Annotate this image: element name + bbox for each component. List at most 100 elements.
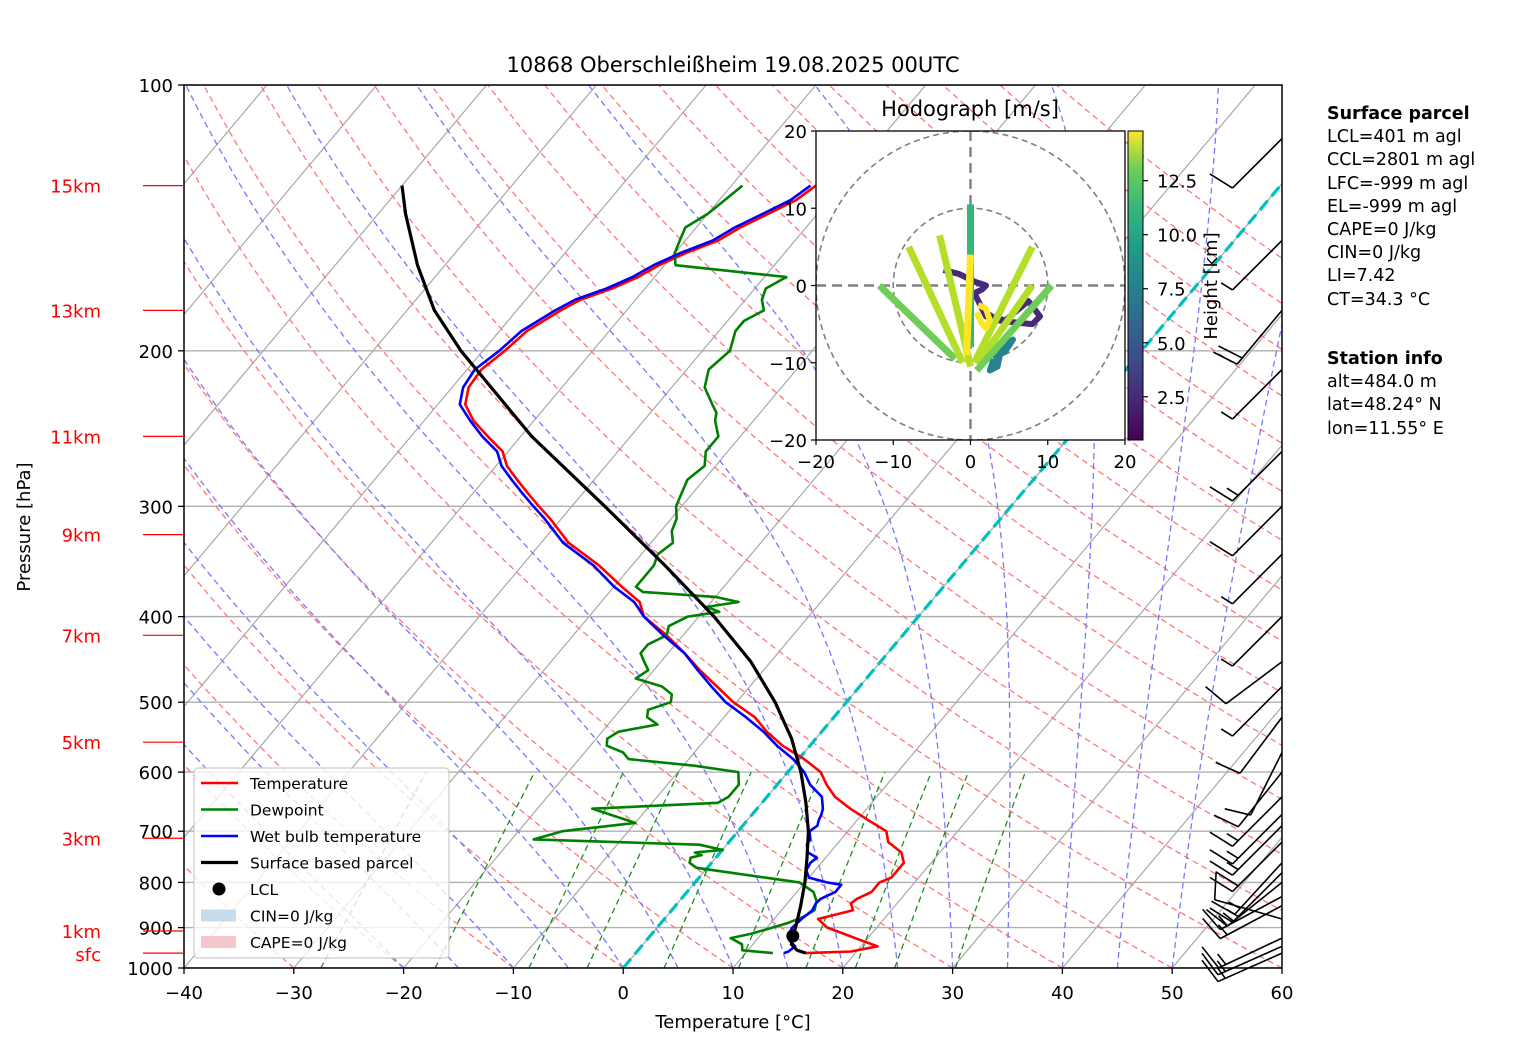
mixing-ratio-line <box>586 771 680 968</box>
barb-flag <box>1209 540 1233 557</box>
barb-half <box>1220 728 1233 737</box>
barb-flag <box>1201 959 1219 983</box>
wind-barb <box>1220 685 1283 737</box>
isotherm <box>184 85 597 577</box>
x-tick-label: 50 <box>1161 983 1184 1004</box>
info-lcl: LCL=401 m agl <box>1327 127 1462 148</box>
mixing-ratio-line <box>854 771 933 968</box>
hodograph: −20 −10 0 10 20 −20 −10 0 10 20 Hodograph [m/s] 2… <box>769 97 1222 473</box>
barb-half <box>1220 658 1233 667</box>
barb-flag <box>1211 900 1236 916</box>
barb-half <box>1226 850 1239 859</box>
info-lat: lat=48.24° N <box>1327 395 1442 416</box>
hodograph-segment <box>905 245 966 365</box>
legend-label: Dewpoint <box>250 802 324 820</box>
barb-staff <box>1219 904 1283 940</box>
y-tick-label: 700 <box>139 822 173 843</box>
y-tick-label: 200 <box>139 342 173 363</box>
x-axis-label: Temperature [°C] <box>654 1012 810 1033</box>
colorbar-tick-label: 5.0 <box>1157 334 1186 355</box>
hodograph-x-tick-label: 10 <box>1036 452 1059 473</box>
hodograph-x-tick-label: −20 <box>797 452 835 473</box>
y-tick-label: 400 <box>139 608 173 629</box>
barb-half <box>1226 832 1239 842</box>
legend-label: Wet bulb temperature <box>250 828 421 846</box>
legend-label: CAPE=0 J/kg <box>250 934 347 952</box>
barb-staff <box>1231 368 1283 420</box>
barb-flag <box>1201 946 1220 969</box>
dry-adiabat <box>203 85 1173 968</box>
x-tick-label: −40 <box>165 983 203 1004</box>
isotherm <box>1061 705 1282 968</box>
barb-flag <box>1209 876 1233 893</box>
mixing-ratio-line <box>737 771 823 968</box>
dry-adiabat <box>316 85 1282 912</box>
moist-adiabat <box>184 541 569 968</box>
isotherm <box>842 444 1282 968</box>
info-ct: CT=34.3 °C <box>1327 289 1431 310</box>
barb-staff <box>1225 661 1283 705</box>
hodograph-y-tick-label: −20 <box>769 431 807 452</box>
isotherm <box>952 574 1282 968</box>
colorbar-tick-label: 12.5 <box>1157 172 1197 193</box>
hodograph-segment <box>876 282 958 362</box>
hodograph-y-tick-label: 20 <box>784 122 807 143</box>
wind-barb <box>1209 813 1283 865</box>
hodograph-y-tick-label: −10 <box>769 354 807 375</box>
y-tick-label: 300 <box>139 497 173 518</box>
wind-barb <box>1213 771 1283 828</box>
moist-adiabat <box>1116 85 1220 968</box>
mixing-ratio-line <box>954 771 1026 968</box>
wind-barb <box>1209 138 1283 189</box>
barb-half <box>1217 924 1228 936</box>
barb-staff <box>1231 685 1283 737</box>
hodograph-segment <box>975 283 1036 365</box>
y-tick-label: 800 <box>139 873 173 894</box>
legend-label: Surface based parcel <box>250 855 413 873</box>
info-cin: CIN=0 J/kg <box>1327 243 1422 264</box>
height-label: 15km <box>50 177 101 198</box>
wind-barbs <box>1201 138 1283 983</box>
height-label: sfc <box>75 945 101 966</box>
barb-half <box>1226 861 1239 871</box>
x-tick-label: 40 <box>1051 983 1074 1004</box>
station-info-heading: Station info <box>1327 349 1443 369</box>
barb-staff <box>1237 771 1283 828</box>
height-label: 7km <box>62 626 101 647</box>
dry-adiabat <box>184 154 1063 968</box>
barb-flag <box>1224 808 1251 816</box>
hodograph-x-tick-label: 20 <box>1114 452 1137 473</box>
legend: Temperature Dewpoint Wet bulb temperature S… <box>193 767 450 959</box>
barb-half <box>1220 596 1233 605</box>
y-axis: 100 200 300 400 500 600 700 800 900 1000 <box>127 76 184 980</box>
legend-label: LCL <box>250 881 278 899</box>
legend-box <box>193 767 450 959</box>
barb-staff <box>1231 505 1283 557</box>
barb-staff <box>1249 752 1283 816</box>
chart-title: 10868 Oberschleißheim 19.08.2025 00UTC <box>507 53 960 77</box>
barb-staff <box>1231 553 1283 605</box>
x-tick-label: 10 <box>722 983 745 1004</box>
x-tick-label: 30 <box>941 983 964 1004</box>
mixing-ratio-line <box>805 771 886 968</box>
barb-flag <box>1213 351 1238 365</box>
dry-adiabat <box>430 85 1282 800</box>
wind-barb <box>1209 450 1283 502</box>
isotherm <box>732 313 1282 968</box>
height-label: 1km <box>62 922 101 943</box>
x-tick-label: −10 <box>494 983 532 1004</box>
colorbar-tick-label: 2.5 <box>1157 388 1186 409</box>
dry-adiabat <box>184 260 953 968</box>
barb-flag <box>1205 685 1227 705</box>
legend-label: CIN=0 J/kg <box>250 908 333 926</box>
wind-barb <box>1211 862 1283 916</box>
barb-staff <box>1231 872 1283 923</box>
hodograph-trace-high <box>973 302 993 331</box>
wind-barb <box>1213 309 1283 365</box>
barb-staff <box>1239 716 1283 774</box>
freezing-isotherm <box>621 181 1282 968</box>
barb-flag <box>1209 849 1233 865</box>
x-tick-label: 0 <box>617 983 628 1004</box>
